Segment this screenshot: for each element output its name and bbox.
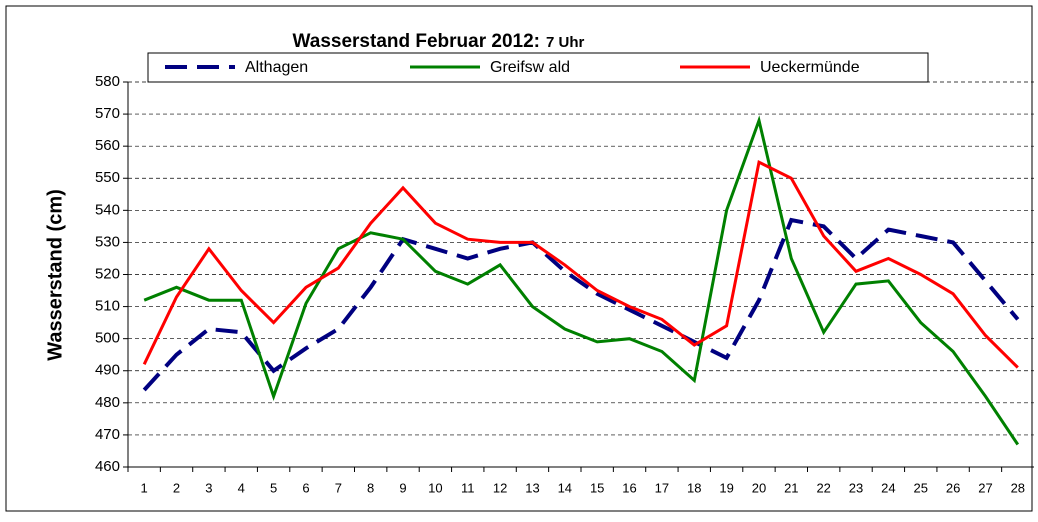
y-tick-label: 570 (95, 105, 120, 122)
y-axis-label: Wasserstand (cm) (44, 189, 66, 361)
x-tick-label: 15 (590, 480, 604, 495)
chart-title: Wasserstand Februar 2012: (293, 31, 540, 52)
x-tick-label: 19 (719, 480, 733, 495)
series-line (143, 115, 1020, 446)
x-tick-label: 25 (914, 480, 928, 495)
x-tick-label: 26 (946, 480, 960, 495)
x-tick-label: 10 (428, 480, 442, 495)
x-tick-label: 13 (525, 480, 539, 495)
x-tick-label: 6 (302, 480, 309, 495)
series-line (142, 159, 1019, 369)
x-tick-label: 9 (399, 480, 406, 495)
x-tick-label: 27 (978, 480, 992, 495)
x-tick-label: 16 (622, 480, 636, 495)
x-tick-label: 20 (752, 480, 766, 495)
y-tick-label: 520 (95, 265, 120, 282)
x-tick-label: 24 (881, 480, 895, 495)
y-tick-label: 500 (95, 330, 120, 347)
x-tick-label: 1 (141, 480, 148, 495)
x-tick-label: 17 (655, 480, 669, 495)
x-tick-label: 23 (849, 480, 863, 495)
series-line (142, 217, 1020, 392)
y-tick-label: 490 (95, 362, 120, 379)
y-tick-label: 460 (95, 458, 120, 475)
legend-box (147, 52, 929, 83)
x-tick-label: 22 (816, 480, 830, 495)
y-tick-label: 580 (95, 73, 120, 90)
y-tick-label: 560 (95, 137, 120, 154)
y-tick-label: 540 (95, 201, 120, 218)
x-tick-label: 11 (461, 480, 475, 495)
chart-subtitle: 7 Uhr (546, 34, 585, 51)
x-tick-label: 18 (687, 480, 701, 495)
x-tick-label: 4 (238, 480, 245, 495)
x-tick-label: 14 (558, 480, 572, 495)
x-tick-label: 21 (784, 480, 798, 495)
x-tick-label: 8 (367, 480, 374, 495)
legend-label: Althagen (245, 59, 308, 76)
x-tick-label: 12 (493, 480, 507, 495)
y-tick-label: 550 (95, 169, 120, 186)
x-tick-label: 28 (1011, 480, 1025, 495)
x-tick-label: 3 (205, 480, 212, 495)
x-tick-label: 5 (270, 480, 277, 495)
x-tick-label: 7 (335, 480, 342, 495)
x-tick-label: 2 (173, 480, 180, 495)
y-tick-label: 530 (95, 233, 120, 250)
legend-label: Greifsw ald (490, 59, 570, 76)
y-tick-label: 510 (95, 298, 120, 315)
legend-label: Ueckermünde (760, 59, 860, 76)
chart-border (5, 5, 1033, 512)
y-tick-label: 480 (95, 394, 120, 411)
y-tick-label: 470 (95, 426, 120, 443)
